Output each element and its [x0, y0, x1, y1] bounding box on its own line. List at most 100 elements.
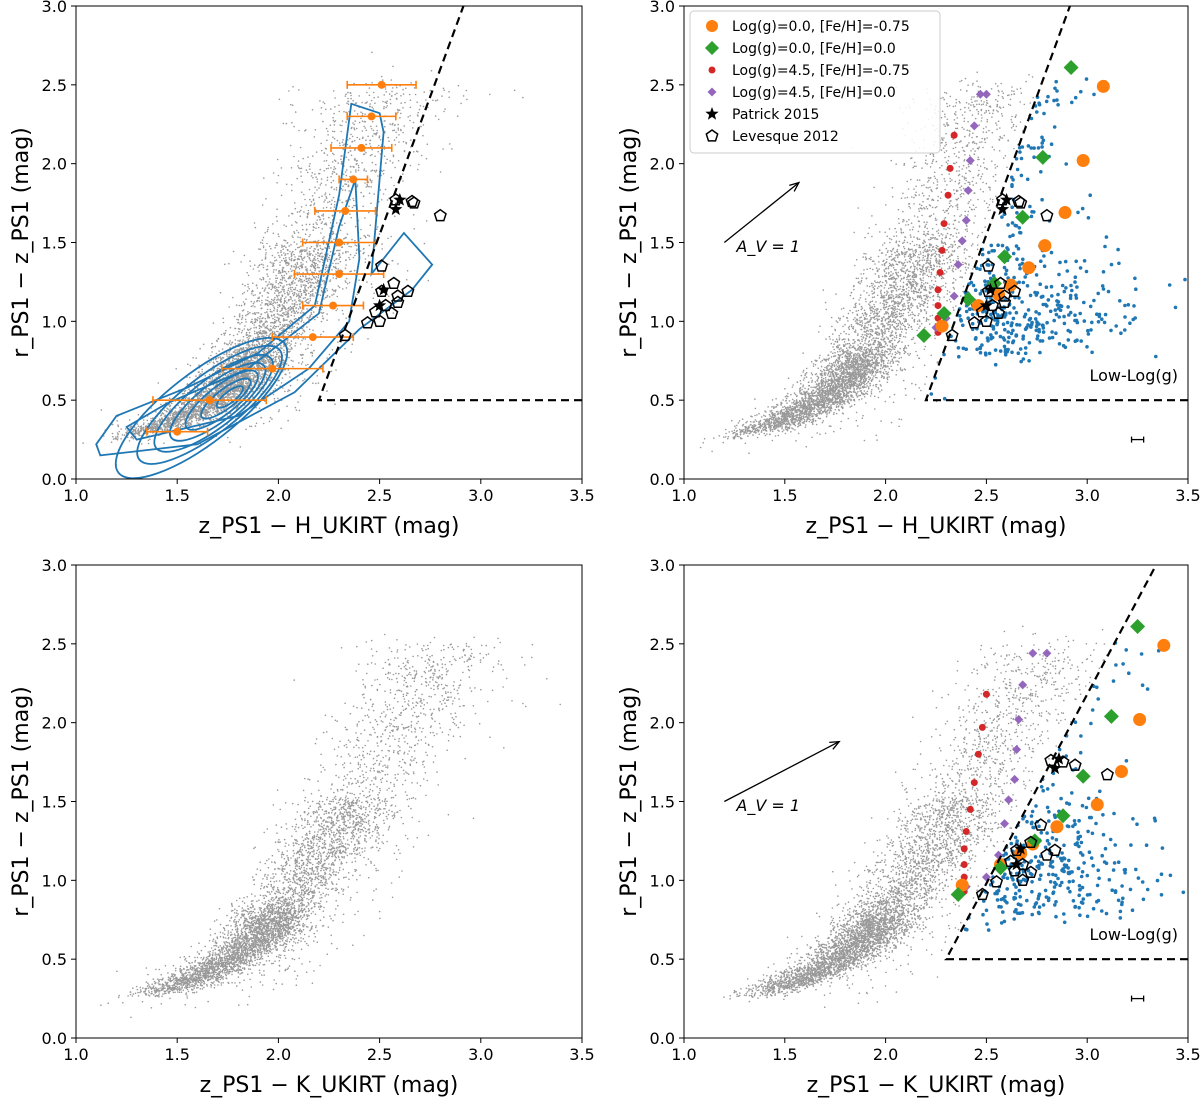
- star-point: [296, 263, 299, 265]
- star-point: [369, 224, 372, 226]
- star-point: [310, 344, 313, 346]
- star-point: [427, 279, 430, 282]
- star-point: [462, 95, 465, 97]
- star-point: [249, 360, 252, 362]
- star-point: [318, 266, 320, 269]
- star-point: [258, 371, 260, 373]
- star-point: [353, 139, 356, 142]
- star-point: [371, 82, 373, 84]
- star-point: [291, 292, 294, 295]
- star-point: [305, 169, 308, 171]
- star-point: [257, 266, 259, 269]
- star-point: [245, 360, 248, 362]
- star-point: [272, 351, 275, 354]
- star-point: [322, 215, 325, 217]
- star-point: [255, 336, 257, 339]
- star-point: [275, 342, 278, 345]
- star-point: [309, 247, 311, 249]
- star-point: [305, 223, 308, 226]
- star-point: [188, 388, 190, 391]
- star-point: [219, 373, 222, 375]
- star-point: [313, 261, 316, 264]
- star-point: [321, 149, 323, 152]
- star-point: [225, 383, 228, 386]
- star-point: [335, 262, 337, 265]
- star-point: [291, 251, 293, 254]
- star-point: [291, 235, 294, 237]
- star-point: [299, 290, 302, 293]
- star-point: [274, 290, 277, 292]
- star-point: [308, 279, 310, 282]
- star-point: [126, 436, 129, 439]
- star-point: [282, 286, 285, 289]
- star-point: [287, 270, 290, 273]
- star-point: [268, 281, 271, 283]
- star-point: [183, 401, 186, 404]
- star-point: [422, 105, 425, 108]
- star-point: [314, 278, 317, 280]
- star-point: [413, 151, 415, 153]
- star-point: [166, 420, 168, 422]
- star-point: [279, 321, 282, 324]
- star-point: [235, 377, 238, 380]
- star-point: [298, 129, 300, 132]
- star-point: [223, 390, 225, 392]
- star-point: [369, 139, 371, 142]
- star-point: [294, 278, 297, 281]
- star-point: [265, 198, 267, 200]
- star-point: [364, 127, 367, 129]
- star-point: [270, 301, 273, 303]
- star-point: [256, 344, 259, 347]
- star-point: [287, 390, 289, 393]
- star-point: [263, 359, 265, 361]
- star-point: [311, 293, 314, 295]
- star-point: [281, 324, 284, 326]
- star-point: [227, 387, 230, 389]
- star-point: [199, 347, 201, 350]
- star-point: [212, 322, 215, 324]
- star-point: [309, 198, 311, 201]
- star-point: [366, 185, 369, 187]
- star-point: [284, 240, 287, 242]
- star-point: [280, 290, 282, 293]
- star-point: [184, 397, 187, 400]
- star-point: [254, 375, 256, 378]
- star-point: [239, 446, 242, 448]
- star-point: [280, 327, 282, 329]
- star-point: [306, 216, 309, 219]
- star-point: [325, 224, 328, 226]
- star-point: [396, 92, 398, 95]
- star-point: [279, 310, 282, 313]
- star-point: [323, 102, 326, 105]
- star-point: [408, 93, 411, 96]
- star-point: [155, 426, 157, 429]
- star-point: [374, 102, 376, 104]
- star-point: [242, 339, 244, 341]
- star-point: [192, 403, 195, 406]
- star-point: [180, 414, 182, 416]
- star-point: [240, 318, 243, 321]
- star-point: [117, 425, 120, 428]
- star-point: [338, 142, 341, 144]
- star-point: [328, 353, 331, 356]
- star-point: [306, 171, 309, 174]
- star-point: [323, 170, 326, 172]
- star-point: [242, 356, 244, 358]
- star-point: [262, 278, 265, 281]
- star-point: [227, 362, 230, 364]
- star-point: [295, 293, 298, 295]
- star-point: [416, 101, 419, 103]
- star-point: [302, 284, 305, 286]
- star-point: [303, 238, 306, 240]
- star-point: [282, 245, 284, 248]
- star-point: [210, 354, 212, 357]
- star-point: [265, 331, 268, 333]
- star-point: [288, 320, 291, 323]
- star-point: [387, 295, 390, 298]
- star-point: [403, 125, 406, 127]
- star-point: [264, 359, 267, 362]
- star-point: [298, 267, 301, 270]
- star-point: [279, 328, 281, 331]
- star-point: [241, 316, 244, 319]
- star-point: [304, 338, 307, 340]
